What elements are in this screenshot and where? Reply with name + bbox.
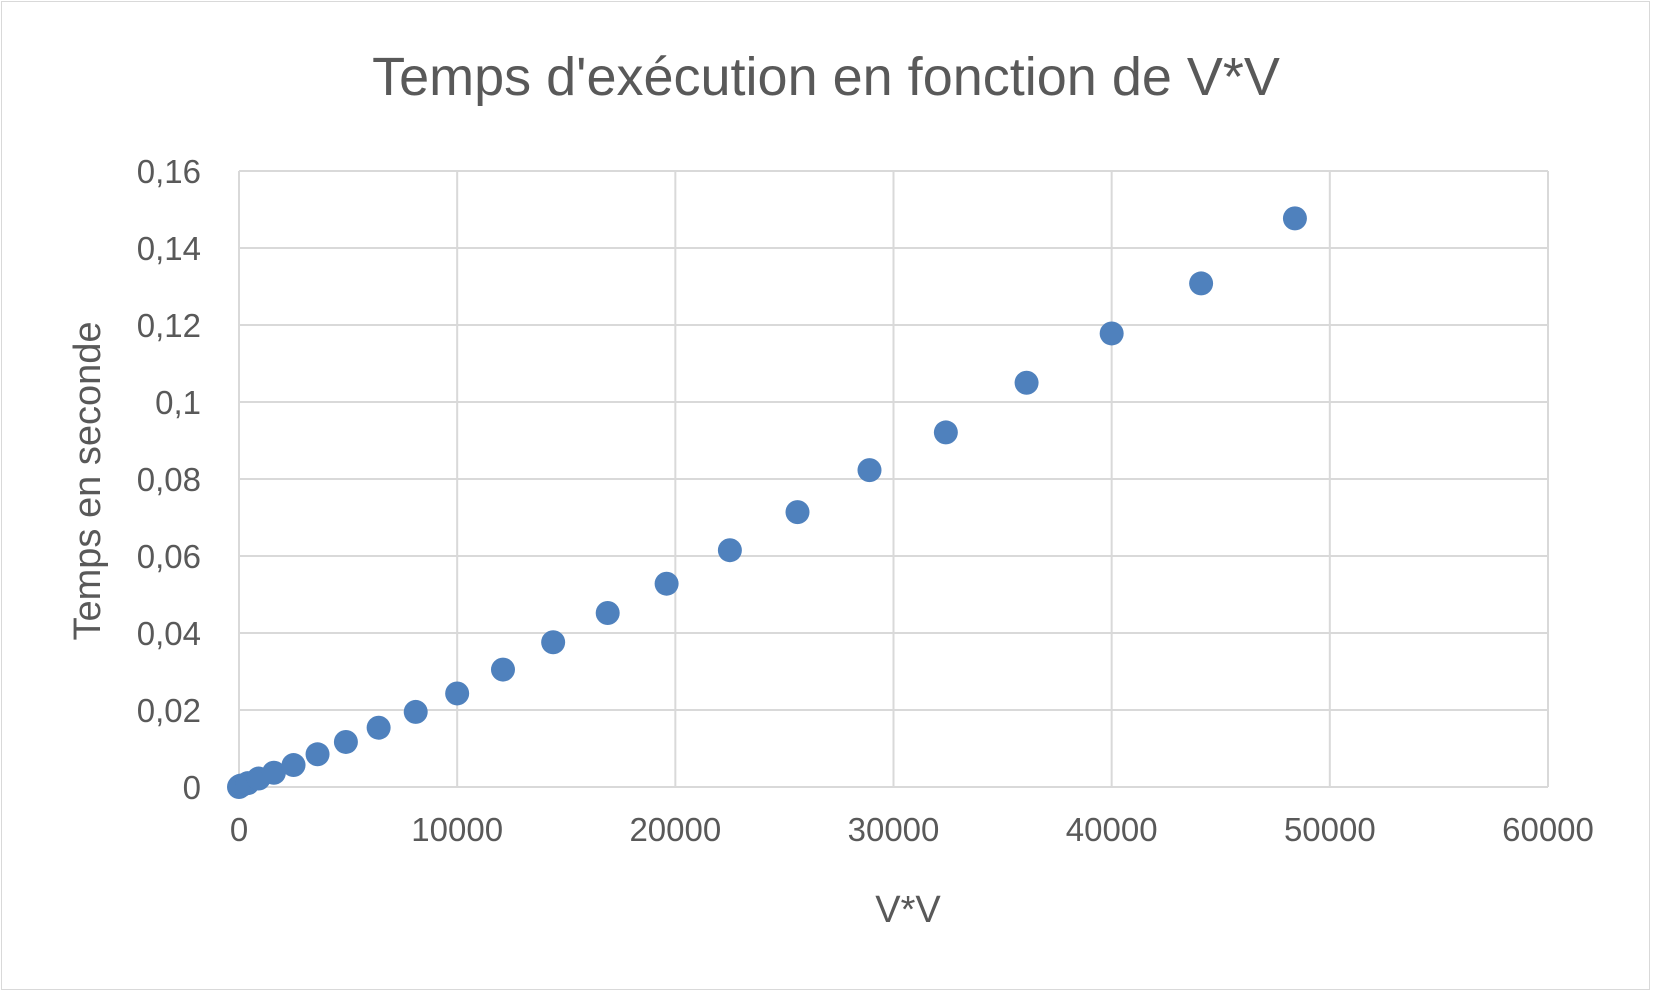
chart-title: Temps d'exécution en fonction de V*V: [372, 47, 1280, 107]
y-tick-label: 0,16: [137, 153, 201, 190]
data-point: [1014, 370, 1039, 395]
data-point: [595, 600, 620, 625]
x-tick-label: 50000: [1284, 811, 1376, 848]
x-tick-label: 10000: [411, 811, 503, 848]
data-point: [403, 699, 428, 724]
data-point: [1099, 321, 1124, 346]
gridlines: [238, 170, 1549, 788]
y-tick-label: 0,12: [137, 307, 201, 344]
y-axis-title: Temps en seconde: [67, 322, 109, 641]
data-points: [227, 206, 1307, 799]
y-tick-label: 0,06: [137, 538, 201, 575]
y-tick-label: 0,14: [137, 230, 201, 267]
data-point: [717, 538, 742, 563]
x-axis-ticks: 0 10000 20000 30000 40000 50000 60000: [230, 811, 1594, 848]
data-point: [933, 420, 958, 445]
y-tick-label: 0,1: [155, 384, 201, 421]
x-tick-label: 30000: [848, 811, 940, 848]
y-axis-ticks: 0 0,02 0,04 0,06 0,08 0,1 0,12 0,14 0,16: [137, 153, 201, 806]
x-tick-label: 0: [230, 811, 248, 848]
y-tick-label: 0,02: [137, 692, 201, 729]
x-tick-label: 20000: [629, 811, 721, 848]
data-point: [654, 571, 679, 596]
x-tick-label: 60000: [1502, 811, 1594, 848]
x-tick-label: 40000: [1066, 811, 1158, 848]
data-point: [490, 657, 515, 682]
data-point: [1282, 206, 1307, 231]
y-tick-label: 0,04: [137, 615, 201, 652]
data-point: [445, 681, 470, 706]
data-point: [333, 729, 358, 754]
y-tick-label: 0: [183, 769, 201, 806]
data-point: [541, 630, 566, 655]
x-axis-title: V*V: [875, 889, 941, 931]
y-tick-label: 0,08: [137, 461, 201, 498]
data-point: [857, 458, 882, 483]
data-point: [281, 753, 306, 778]
data-point: [305, 742, 330, 767]
data-point: [261, 760, 286, 785]
data-point: [366, 715, 391, 740]
data-point: [1189, 271, 1214, 296]
data-point: [785, 500, 810, 525]
